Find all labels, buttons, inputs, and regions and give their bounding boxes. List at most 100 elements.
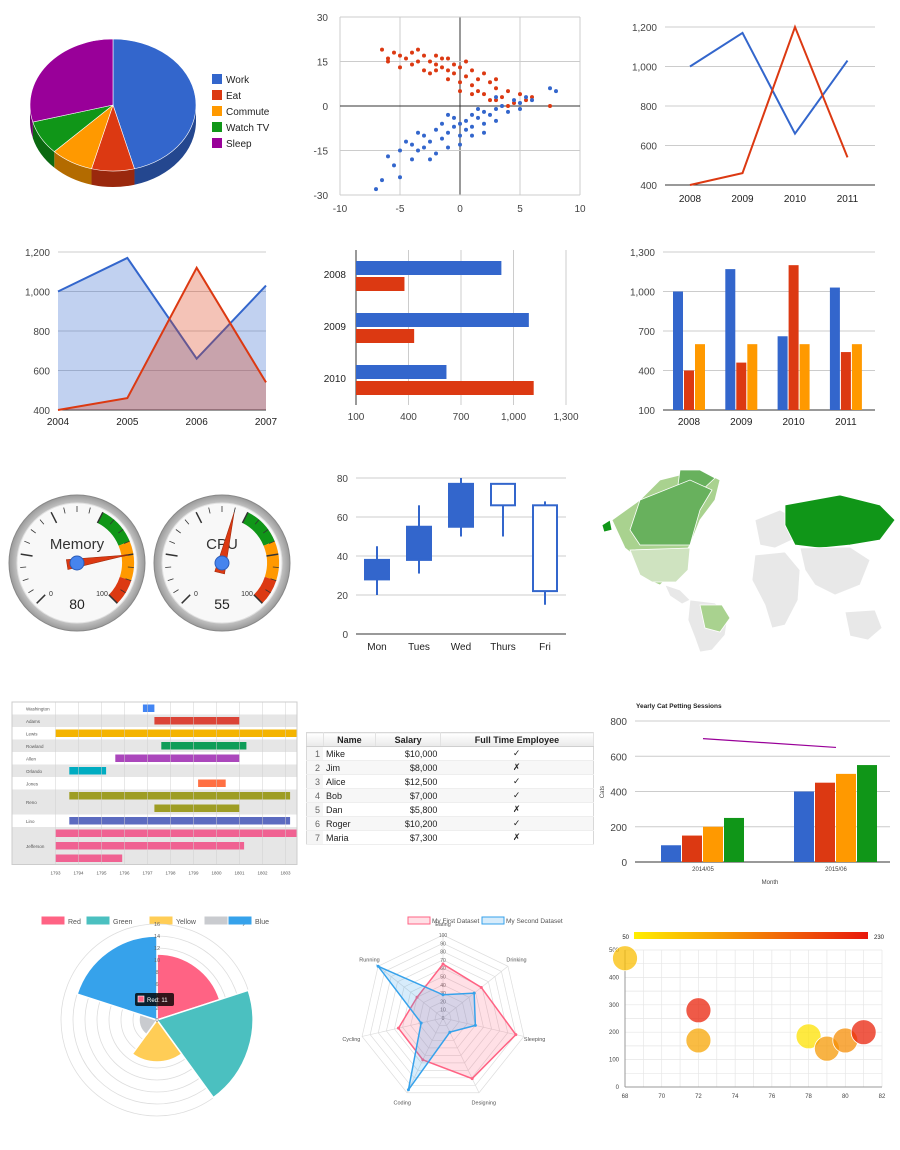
bar[interactable]	[695, 344, 705, 410]
scatter-point[interactable]	[494, 86, 498, 91]
bar[interactable]	[829, 287, 840, 410]
scatter-point[interactable]	[494, 106, 498, 111]
scatter-point[interactable]	[446, 112, 450, 117]
scatter-point[interactable]	[482, 130, 486, 135]
bubble[interactable]	[850, 1019, 877, 1046]
scatter-point[interactable]	[410, 50, 414, 55]
scatter-point[interactable]	[518, 101, 522, 106]
scatter-point[interactable]	[446, 56, 450, 61]
scatter-point[interactable]	[446, 68, 450, 73]
scatter-point[interactable]	[380, 47, 384, 52]
scatter-point[interactable]	[488, 98, 492, 103]
scatter-point[interactable]	[422, 53, 426, 58]
timeline-bar[interactable]	[55, 729, 298, 738]
bubble[interactable]	[612, 945, 638, 972]
series-line[interactable]	[689, 24, 849, 186]
bar[interactable]	[356, 313, 529, 327]
scatter-point[interactable]	[494, 98, 498, 103]
series-point[interactable]	[473, 1023, 477, 1027]
scatter-point[interactable]	[404, 139, 408, 144]
timeline-bar[interactable]	[142, 704, 155, 713]
scatter-point[interactable]	[494, 95, 498, 100]
series-area[interactable]	[397, 963, 517, 1080]
candle-body[interactable]	[364, 558, 390, 581]
series-point[interactable]	[441, 993, 445, 997]
bar[interactable]	[724, 817, 744, 862]
map-land-usa[interactable]	[629, 547, 691, 583]
bar[interactable]	[356, 381, 534, 395]
table-row[interactable]: 3 Alice $12,500 ✓	[306, 774, 594, 789]
scatter-point[interactable]	[500, 104, 504, 108]
bar[interactable]	[840, 352, 851, 410]
series-line[interactable]	[702, 738, 837, 749]
scatter-point[interactable]	[398, 53, 402, 58]
bar[interactable]	[857, 765, 877, 862]
bar[interactable]	[356, 329, 415, 343]
pie-slice[interactable]	[29, 38, 114, 123]
scatter-point[interactable]	[434, 127, 438, 132]
series-point[interactable]	[514, 1033, 518, 1037]
timeline-bar[interactable]	[198, 779, 226, 788]
scatter-point[interactable]	[422, 133, 426, 138]
candle-body[interactable]	[490, 482, 516, 507]
polar-slice[interactable]	[155, 989, 254, 1099]
scatter-point[interactable]	[452, 62, 456, 67]
scatter-point[interactable]	[524, 95, 528, 100]
timeline-bar[interactable]	[69, 792, 291, 800]
table-header-name[interactable]: Name	[323, 732, 377, 747]
bubble[interactable]	[795, 1023, 822, 1050]
scatter-point[interactable]	[464, 118, 468, 123]
scatter-point[interactable]	[482, 92, 486, 97]
scatter-point[interactable]	[470, 83, 474, 88]
scatter-point[interactable]	[386, 59, 390, 64]
scatter-point[interactable]	[506, 89, 510, 94]
bubble[interactable]	[685, 1027, 712, 1054]
series-line[interactable]	[57, 256, 267, 361]
scatter-point[interactable]	[452, 115, 456, 120]
scatter-point[interactable]	[410, 142, 414, 147]
scatter-point[interactable]	[458, 89, 462, 94]
polar-slice[interactable]	[76, 935, 158, 1022]
series-point[interactable]	[448, 1030, 452, 1034]
scatter-point[interactable]	[440, 56, 444, 61]
scatter-point[interactable]	[380, 178, 384, 183]
scatter-point[interactable]	[482, 71, 486, 76]
series-point[interactable]	[472, 991, 476, 995]
timeline-bar[interactable]	[115, 754, 240, 763]
series-point[interactable]	[421, 1058, 425, 1062]
scatter-point[interactable]	[440, 65, 444, 70]
scatter-point[interactable]	[392, 50, 396, 55]
timeline-bar[interactable]	[154, 717, 240, 725]
table-row[interactable]: 7 Maria $7,300 ✗	[306, 830, 594, 845]
map-land-russia[interactable]	[784, 494, 896, 549]
scatter-point[interactable]	[464, 59, 468, 64]
scatter-point[interactable]	[440, 121, 444, 126]
scatter-point[interactable]	[518, 92, 522, 97]
scatter-point[interactable]	[458, 142, 462, 147]
bar[interactable]	[703, 826, 723, 862]
scatter-point[interactable]	[386, 154, 390, 159]
scatter-point[interactable]	[482, 109, 486, 114]
scatter-point[interactable]	[476, 106, 480, 111]
scatter-point[interactable]	[494, 77, 498, 82]
timeline-bar[interactable]	[154, 804, 240, 813]
scatter-point[interactable]	[374, 187, 378, 192]
candle-body[interactable]	[448, 482, 474, 528]
scatter-point[interactable]	[476, 77, 480, 82]
bar[interactable]	[673, 291, 683, 411]
map-land-australia[interactable]	[844, 609, 883, 641]
bar[interactable]	[736, 362, 747, 410]
scatter-point[interactable]	[428, 139, 432, 144]
bubble[interactable]	[685, 997, 712, 1024]
table-row[interactable]: 2 Jim $8,000 ✗	[306, 760, 594, 775]
bar[interactable]	[725, 269, 736, 410]
bar[interactable]	[684, 370, 694, 411]
scatter-point[interactable]	[476, 89, 480, 94]
series-area[interactable]	[58, 267, 266, 410]
bar[interactable]	[788, 265, 799, 410]
scatter-point[interactable]	[422, 68, 426, 73]
scatter-point[interactable]	[512, 98, 516, 103]
table-row[interactable]: 6 Roger $10,200 ✓	[306, 816, 594, 831]
scatter-point[interactable]	[470, 124, 474, 129]
series-area[interactable]	[375, 964, 477, 1091]
